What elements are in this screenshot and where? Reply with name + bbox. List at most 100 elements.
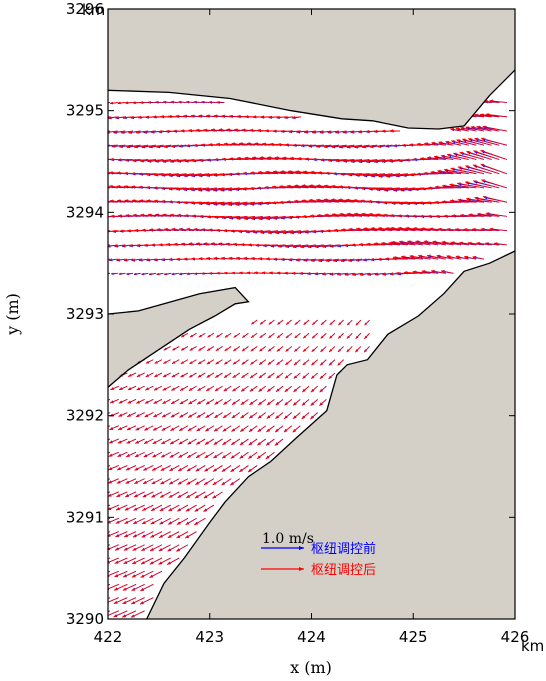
vector-after	[452, 152, 477, 160]
vector-after-head	[207, 334, 211, 338]
vector-after-head	[197, 388, 201, 391]
vector-after-head	[203, 508, 207, 512]
river-water-region	[108, 70, 515, 619]
vector-after-head	[465, 126, 469, 130]
vector-after-head	[332, 172, 336, 175]
x-axis-title: x (m)	[290, 658, 332, 677]
vector-after-head	[196, 242, 200, 246]
vector-after-head	[99, 481, 103, 484]
vector-after-head	[378, 226, 382, 230]
vector-after-head	[222, 428, 227, 432]
vector-after-head	[204, 441, 209, 445]
vector-after-head	[269, 271, 273, 275]
vector-after-head	[427, 254, 431, 258]
vector-after	[405, 227, 431, 231]
vector-after-head	[340, 258, 344, 262]
vector-after-head	[203, 242, 207, 246]
y-tick-label: 3293	[66, 305, 104, 323]
vector-after-head	[186, 227, 190, 231]
vector-after-head	[140, 101, 144, 104]
vector-after-head	[423, 240, 427, 244]
vector-after	[440, 155, 462, 160]
vector-after-head	[474, 137, 478, 141]
vector-after-head	[154, 374, 158, 377]
vector-after-head	[393, 144, 397, 147]
vector-after-head	[154, 361, 158, 364]
vector-after	[415, 240, 439, 246]
vector-after-head	[132, 158, 136, 162]
vector-after	[392, 256, 416, 260]
vector-after-head	[138, 172, 143, 176]
vector-after	[451, 215, 477, 217]
vector-after-head	[323, 144, 327, 148]
vector-after	[479, 114, 500, 118]
vector-after-head	[117, 199, 121, 203]
vector-after-head	[391, 201, 395, 205]
vector-after-head	[370, 174, 374, 178]
vector-after-head	[214, 401, 219, 405]
vector-after-head	[424, 142, 428, 146]
vector-after-head	[168, 521, 172, 525]
vector-after-head	[212, 482, 217, 485]
vector-after-head	[187, 428, 192, 431]
vector-after	[467, 138, 492, 146]
vector-after-head	[159, 534, 163, 538]
vector-after-head	[139, 601, 144, 605]
vector-after-head	[104, 144, 107, 147]
vector-after-head	[457, 166, 462, 170]
vector-after-head	[190, 114, 195, 118]
vector-after-head	[285, 335, 289, 339]
vector-after	[421, 227, 446, 231]
vector-after-head	[302, 388, 306, 393]
vector-after-head	[102, 200, 105, 203]
vector-after-head	[126, 272, 129, 275]
vector-after-head	[109, 185, 113, 188]
vector-after	[309, 215, 332, 217]
vector-after-head	[230, 482, 234, 486]
vector-after-head	[385, 227, 389, 230]
vector-after-head	[450, 127, 454, 131]
vector-after-head	[375, 200, 379, 204]
vector-after-head	[436, 254, 440, 258]
vector-after-head	[363, 227, 367, 230]
vector-after-head	[152, 454, 156, 458]
vector-after-head	[311, 349, 315, 352]
vector-after-head	[364, 349, 367, 353]
vector-after-head	[119, 229, 123, 233]
vector-after-head	[214, 388, 219, 391]
vector-after	[413, 227, 439, 231]
vector-after-head	[265, 257, 270, 261]
vector-after-head	[123, 258, 128, 262]
vector-after-head	[153, 186, 157, 190]
vector-after-head	[303, 258, 307, 262]
vector-after-head	[133, 272, 137, 275]
vector-after	[324, 214, 347, 217]
vector-after-head	[365, 130, 370, 133]
vector-after-head	[171, 401, 175, 404]
vector-after-head	[185, 521, 190, 525]
vector-after-head	[455, 228, 459, 231]
vector-after-head	[118, 413, 122, 417]
vector-after-head	[186, 144, 190, 147]
vector-after-head	[186, 481, 190, 485]
vector-after-head	[125, 467, 130, 471]
vector-after-head	[108, 258, 113, 262]
y-tick-label: 3294	[66, 203, 104, 221]
vector-after-head	[329, 272, 333, 276]
vector-after-head	[440, 154, 445, 158]
vector-after-head	[108, 480, 112, 484]
vector-after-head	[201, 143, 205, 147]
vector-after-head	[373, 129, 377, 133]
vector-after-head	[163, 144, 167, 148]
vector-after-head	[192, 214, 196, 218]
vector-after-head	[223, 401, 227, 405]
vector-after-head	[150, 521, 155, 525]
vector-after-head	[267, 362, 271, 365]
vector-after-head	[201, 272, 205, 275]
vector-after-head	[319, 402, 323, 406]
vector-after-head	[310, 170, 314, 174]
vector-after-head	[158, 130, 162, 133]
vector-after-head	[220, 173, 224, 176]
vector-after-head	[176, 521, 181, 525]
vector-after-head	[239, 468, 243, 472]
